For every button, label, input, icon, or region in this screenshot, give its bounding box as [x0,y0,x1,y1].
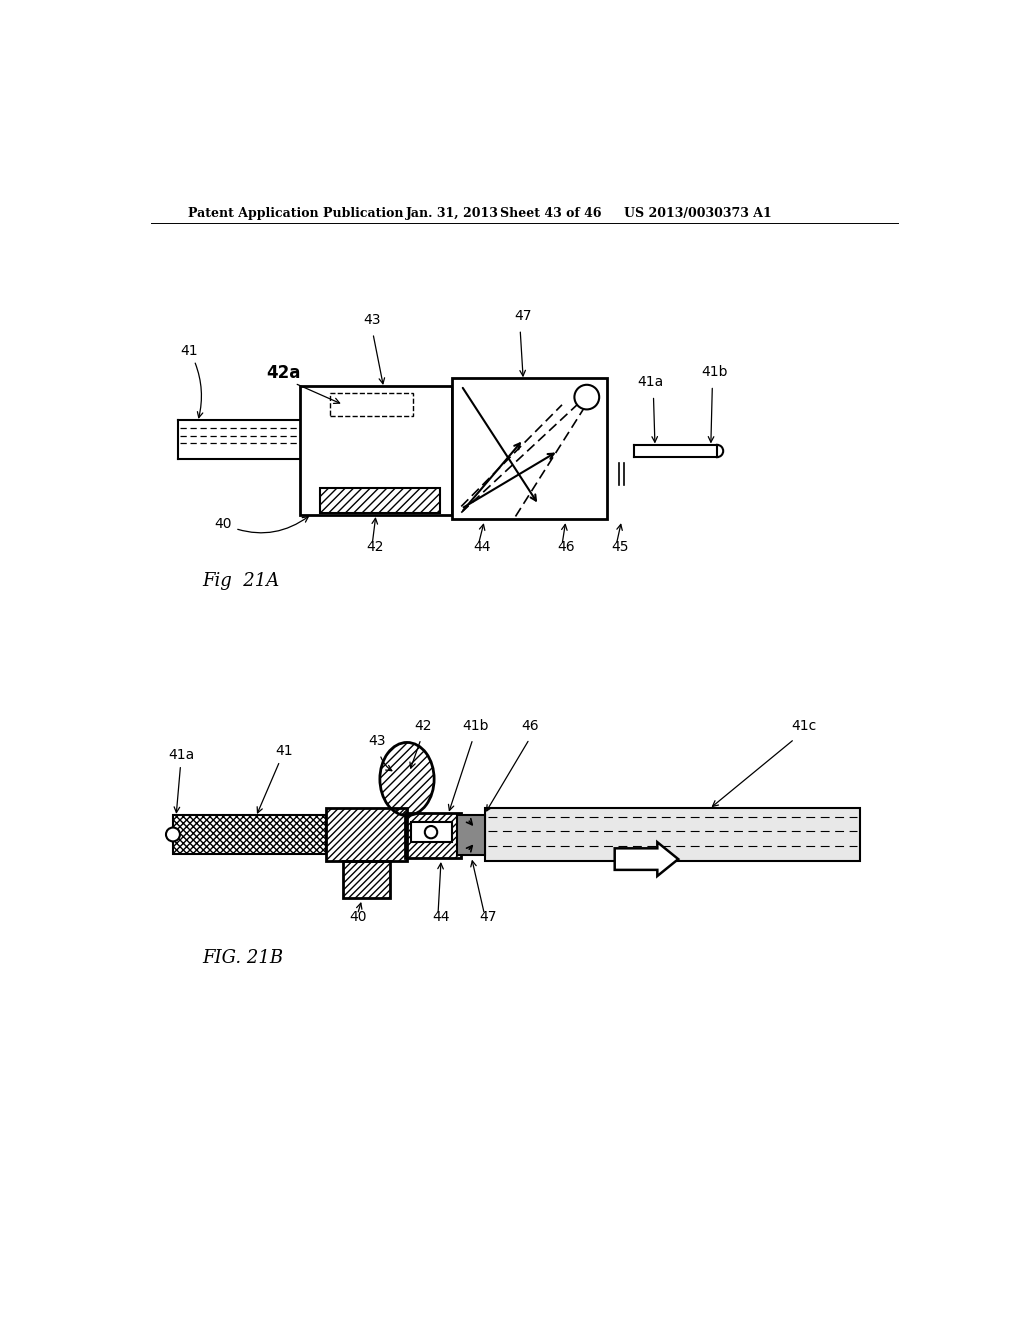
Bar [173,816,326,854]
Circle shape [166,828,180,841]
Bar [406,813,461,858]
Bar [411,822,452,842]
Text: 46: 46 [557,540,574,554]
Text: 41: 41 [180,343,203,417]
Bar [343,861,390,898]
Text: US 2013/0030373 A1: US 2013/0030373 A1 [624,207,772,220]
Text: 40: 40 [215,516,308,533]
Text: 41: 41 [257,744,293,813]
Text: 46: 46 [521,718,540,733]
Text: 43: 43 [364,313,381,327]
Bar [321,488,439,512]
Bar [330,393,414,416]
Text: Jan. 31, 2013: Jan. 31, 2013 [406,207,499,220]
Text: 42: 42 [367,540,384,554]
Text: 45: 45 [611,540,629,554]
Text: 44: 44 [474,540,492,554]
Text: 42a: 42a [266,364,300,381]
Text: 41a: 41a [168,748,195,813]
Text: Fig  21A: Fig 21A [203,572,280,590]
Text: 41b: 41b [463,718,489,733]
Text: Sheet 43 of 46: Sheet 43 of 46 [500,207,601,220]
Circle shape [425,826,437,838]
Text: 47: 47 [514,309,531,323]
Text: 41a: 41a [637,375,664,388]
Bar [452,378,607,519]
Bar [326,808,407,861]
Text: 41b: 41b [701,364,728,379]
Text: FIG. 21B: FIG. 21B [203,949,284,968]
Text: 40: 40 [349,909,367,924]
Bar [484,808,860,861]
Bar [300,385,452,515]
Text: 41c: 41c [792,718,817,733]
Bar [458,816,484,855]
Text: 44: 44 [432,909,451,924]
Text: Patent Application Publication: Patent Application Publication [188,207,403,220]
Text: 43: 43 [369,734,386,748]
Text: 42: 42 [415,718,432,733]
Polygon shape [614,842,678,876]
Wedge shape [717,445,723,457]
Circle shape [574,385,599,409]
Text: 47: 47 [479,909,497,924]
